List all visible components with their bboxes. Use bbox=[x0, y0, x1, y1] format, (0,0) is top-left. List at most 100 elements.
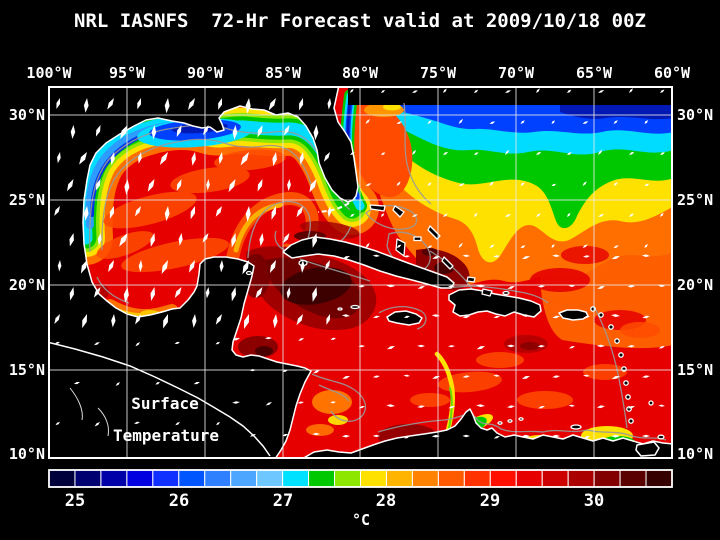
vector-arrow bbox=[54, 314, 60, 324]
vector-arrow bbox=[489, 121, 496, 124]
latitude-axis-left: 30°N 25°N 20°N 15°N 10°N bbox=[9, 106, 45, 463]
grid-lines bbox=[49, 87, 672, 458]
vector-arrow bbox=[412, 149, 416, 155]
vector-arrow bbox=[202, 233, 209, 243]
colorbar-border bbox=[48, 469, 673, 488]
vector-arrow bbox=[282, 434, 288, 437]
vector-arrow bbox=[396, 121, 402, 124]
vector-arrow bbox=[396, 181, 401, 186]
map-annotation-line1: Surface bbox=[131, 394, 198, 413]
vector-arrow bbox=[582, 121, 589, 124]
vector-arrow bbox=[257, 179, 263, 192]
lon-tick-label: 80°W bbox=[342, 64, 379, 82]
vector-arrow bbox=[358, 285, 365, 288]
colorbar-segment bbox=[308, 469, 336, 488]
vector-arrow bbox=[244, 314, 249, 329]
land-cuba bbox=[282, 236, 455, 289]
vector-arrow bbox=[458, 242, 463, 248]
vector-arrow bbox=[159, 152, 168, 165]
colorbar-tick: 26 bbox=[169, 491, 189, 511]
longitude-axis: 100°W 95°W 90°W 85°W 80°W 75°W 70°W 65°W… bbox=[26, 64, 691, 82]
vector-arrow bbox=[658, 284, 665, 287]
vector-arrow bbox=[282, 369, 288, 372]
vector-arrow bbox=[189, 260, 195, 273]
vector-arrow bbox=[111, 314, 116, 328]
vector-arrow bbox=[458, 118, 464, 124]
vector-arrow bbox=[493, 374, 500, 377]
vector-arrow bbox=[69, 233, 74, 247]
vector-arrow bbox=[178, 233, 183, 246]
colorbar-unit-label: °C bbox=[352, 511, 370, 529]
vector-arrow bbox=[216, 422, 220, 426]
vector-arrow bbox=[57, 260, 62, 272]
vector-arrow bbox=[381, 213, 385, 217]
vector-arrow bbox=[583, 315, 590, 318]
vector-arrow bbox=[350, 88, 354, 93]
vector-arrow bbox=[569, 346, 575, 349]
colorbar-segment bbox=[204, 469, 232, 488]
vector-arrow bbox=[358, 345, 365, 348]
vector-arrow bbox=[506, 344, 515, 348]
colorbar-tick: 30 bbox=[584, 491, 604, 511]
vector-arrow bbox=[536, 151, 542, 155]
vector-arrow bbox=[54, 206, 60, 216]
vector-arrow bbox=[493, 436, 500, 439]
vector-arrow bbox=[474, 152, 479, 155]
vector-arrow bbox=[381, 89, 385, 93]
vector-arrow bbox=[552, 254, 560, 257]
vector-arrow bbox=[507, 405, 515, 408]
vector-arrow bbox=[521, 376, 530, 379]
vector-arrow bbox=[228, 179, 236, 193]
vector-arrow bbox=[412, 90, 418, 93]
vector-arrow bbox=[412, 214, 418, 217]
vector-arrow bbox=[551, 244, 555, 248]
vector-arrow bbox=[174, 287, 182, 298]
vector-arrow bbox=[611, 256, 620, 260]
vector-arrow bbox=[474, 212, 478, 217]
colorbar-segment bbox=[619, 469, 647, 488]
vector-arrow bbox=[93, 287, 101, 298]
vector-arrow bbox=[521, 314, 530, 317]
colorbar-segment bbox=[74, 469, 102, 488]
vector-arrow bbox=[176, 125, 182, 137]
vector-arrow bbox=[240, 152, 249, 166]
map-annotation-line2: Temperature bbox=[113, 426, 219, 445]
map-canvas: Surface Temperature bbox=[49, 87, 672, 458]
vector-arrow bbox=[119, 233, 128, 247]
vector-arrow bbox=[365, 119, 370, 124]
vector-arrow bbox=[161, 260, 168, 274]
vector-arrow bbox=[232, 125, 238, 140]
vector-arrow bbox=[312, 233, 317, 248]
vector-arrow bbox=[215, 206, 222, 217]
vector-arrow bbox=[232, 337, 240, 341]
vector-arrow bbox=[350, 213, 355, 217]
vector-arrow bbox=[443, 151, 448, 155]
vector-arrow bbox=[629, 88, 633, 93]
land-tobago bbox=[657, 434, 665, 440]
vector-arrow bbox=[70, 125, 76, 139]
vector-arrow bbox=[55, 422, 60, 426]
vector-arrow bbox=[206, 179, 210, 191]
vector-arrow bbox=[265, 402, 272, 406]
lon-tick-label: 75°W bbox=[420, 64, 457, 82]
vector-arrow bbox=[242, 260, 249, 275]
vector-arrow bbox=[215, 314, 222, 325]
vector-arrow bbox=[520, 182, 525, 186]
vector-arrow bbox=[268, 98, 276, 111]
vector-arrow bbox=[658, 404, 665, 407]
vector-arrow bbox=[287, 179, 291, 191]
vector-arrow bbox=[611, 434, 620, 438]
vector-arrow bbox=[138, 152, 142, 164]
colorbar-segment bbox=[178, 469, 206, 488]
vector-arrow bbox=[299, 98, 304, 111]
vector-arrow bbox=[597, 286, 605, 289]
vector-arrow bbox=[372, 434, 380, 438]
vector-arrow bbox=[536, 88, 540, 93]
land-south-america bbox=[302, 408, 672, 458]
vector-arrow bbox=[300, 260, 305, 273]
vector-arrow bbox=[552, 375, 560, 378]
vector-arrow bbox=[115, 382, 120, 386]
vector-arrow bbox=[396, 244, 402, 248]
lon-tick-label: 60°W bbox=[654, 64, 691, 82]
